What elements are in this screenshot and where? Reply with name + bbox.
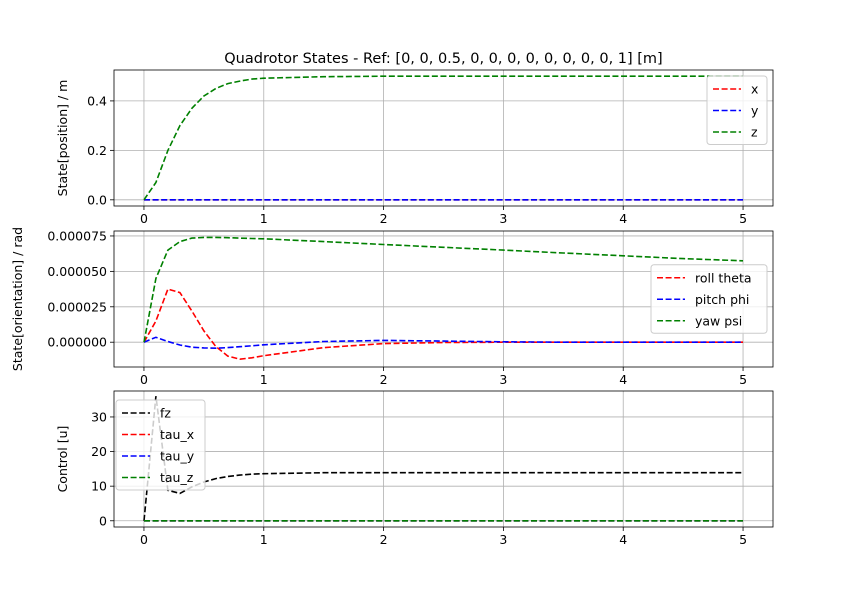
series-line-fz: [143, 396, 743, 521]
x-tick-label: 4: [619, 532, 627, 547]
series-line-yaw-psi: [143, 236, 744, 343]
x-tick-label: 0: [140, 211, 148, 226]
y-tick-label: 0.4: [87, 93, 107, 108]
x-tick-label: 0: [140, 532, 148, 547]
legend-label: yaw psi: [695, 313, 742, 328]
subplot-2: 0 1 2 3 4 5 0.000000 0.000025 0.000050 0.000075 St…: [10, 227, 774, 387]
legend: fz tau_x tau_y tau_z: [115, 399, 206, 491]
axes-frame: [113, 390, 774, 528]
y-tick-label: 20: [91, 444, 107, 459]
legend-label: x: [751, 82, 758, 97]
y-tick-label: 30: [91, 409, 107, 424]
subplot-1: Quadrotor States - Ref: [0, 0, 0.5, 0, 0…: [55, 51, 774, 226]
y-axis-label: State[position] / m: [55, 80, 70, 197]
legend-label: fz: [160, 406, 171, 421]
x-tick-label: 1: [260, 372, 268, 387]
y-tick-label: 10: [91, 479, 107, 494]
series-line-pitch-phi: [143, 336, 743, 350]
series-line-z: [143, 75, 743, 201]
legend-label: tau_z: [160, 470, 194, 485]
x-tick-label: 3: [499, 532, 507, 547]
y-tick-label: 0: [99, 513, 107, 528]
legend-label: pitch phi: [695, 292, 749, 307]
legend-label: y: [751, 103, 759, 118]
chart-title: Quadrotor States - Ref: [0, 0, 0.5, 0, 0…: [224, 51, 662, 67]
x-tick-label: 2: [380, 372, 388, 387]
legend-box: [706, 75, 768, 145]
legend-label: tau_y: [160, 449, 195, 464]
y-tick-label: 0.2: [87, 143, 107, 158]
legend-box: [115, 399, 206, 491]
legend-label: roll theta: [695, 270, 752, 285]
y-tick-label: 0.000025: [47, 299, 107, 314]
x-tick-label: 4: [619, 211, 627, 226]
axes-frame: [113, 69, 774, 207]
x-tick-label: 2: [380, 211, 388, 226]
x-tick-label: 3: [499, 211, 507, 226]
subplot-3: 0 1 2 3 4 5 0 10 20 30 Control [u] fz tau_x tau_y tau_…: [55, 390, 774, 547]
y-axis-label: State[orientation] / rad: [10, 227, 25, 371]
legend: xyz: [706, 75, 768, 145]
x-tick-label: 2: [380, 532, 388, 547]
legend: roll theta pitch phi yaw psi: [650, 264, 768, 334]
x-tick-label: 5: [739, 372, 747, 387]
x-tick-label: 5: [739, 532, 747, 547]
x-tick-label: 5: [739, 211, 747, 226]
series-line-roll-theta: [143, 288, 743, 361]
y-tick-label: 0.000075: [47, 228, 107, 243]
y-tick-label: 0.000050: [47, 264, 107, 279]
y-tick-label: 0.000000: [47, 335, 107, 350]
x-tick-label: 3: [499, 372, 507, 387]
x-tick-label: 4: [619, 372, 627, 387]
x-tick-label: 1: [260, 211, 268, 226]
x-tick-label: 0: [140, 372, 148, 387]
y-axis-label: Control [u]: [55, 426, 70, 493]
legend-label: z: [751, 125, 758, 140]
axes-frame: [113, 230, 774, 368]
x-tick-label: 1: [260, 532, 268, 547]
legend-box: [650, 264, 768, 334]
y-tick-label: 0.0: [87, 192, 107, 207]
legend-label: tau_x: [160, 427, 194, 442]
